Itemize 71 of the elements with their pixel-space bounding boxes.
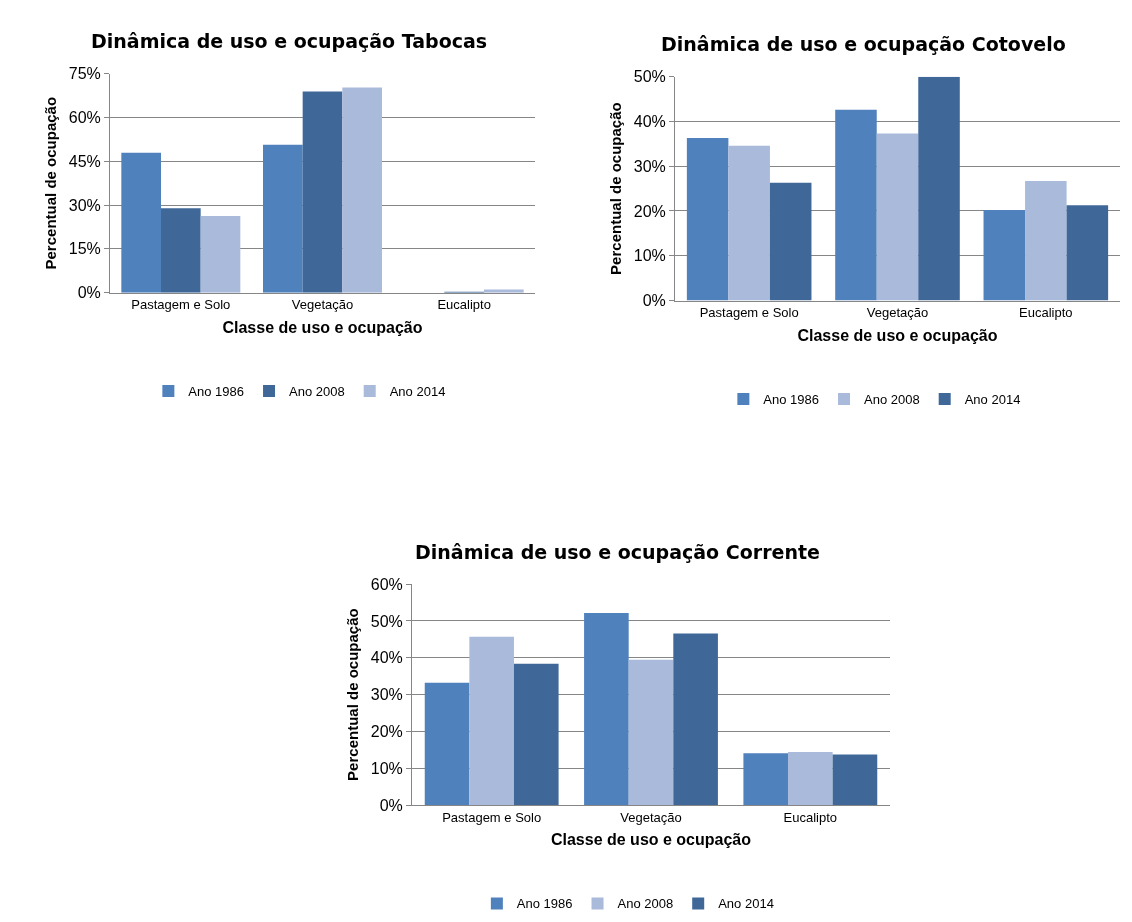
chart-title: Dinâmica de uso e ocupação Cotovelo [661, 33, 1066, 55]
bar [983, 210, 1026, 301]
bar [728, 145, 770, 301]
y-tick-label: 10% [370, 759, 403, 777]
y-tick-label: 0% [379, 796, 403, 814]
x-axis-title: Classe de uso e ocupação [797, 326, 998, 344]
x-tick-label: Eucalipto [437, 297, 491, 313]
y-tick-label: 0% [77, 284, 101, 302]
y-tick-label: 20% [633, 202, 666, 220]
bar [1066, 205, 1109, 301]
y-tick-label: 50% [633, 68, 666, 86]
y-tick-label: 60% [68, 109, 101, 127]
y-tick-label: 50% [370, 612, 403, 630]
legend-label: Ano 2014 [389, 384, 446, 400]
legend-label: Ano 2008 [617, 896, 674, 912]
legend-label: Ano 2014 [718, 896, 774, 912]
legend-label: Ano 2014 [964, 391, 1021, 407]
bar [263, 144, 303, 293]
y-tick-label: 75% [68, 65, 101, 83]
x-tick-label: Pastagem e Solo [699, 305, 799, 321]
bar [584, 612, 629, 806]
chart-title: Dinâmica de uso e ocupação Corrente [415, 541, 820, 563]
chart-title: Dinâmica de uso e ocupação Tabocas [91, 30, 488, 52]
y-axis-title: Percentual de ocupação [607, 102, 625, 275]
bar [673, 633, 718, 806]
bar [200, 215, 241, 293]
x-tick-label: Eucalipto [1019, 305, 1073, 321]
legend-label: Ano 2008 [289, 384, 345, 400]
y-axis-title: Percentual de ocupação [344, 608, 362, 781]
bar [513, 663, 559, 806]
bar [161, 208, 201, 293]
x-axis-title: Classe de uso e ocupação [222, 318, 423, 336]
x-axis-title: Classe de uso e ocupação [550, 831, 752, 849]
y-tick-label: 40% [633, 113, 666, 131]
x-tick-label: Vegetação [291, 297, 354, 313]
bar [832, 754, 878, 806]
legend-label: Ano 1986 [763, 391, 820, 407]
bar [342, 87, 382, 293]
bar [876, 133, 919, 301]
bar [1025, 181, 1067, 301]
y-axis-title: Percentual de ocupação [42, 96, 60, 270]
bar [121, 152, 161, 293]
x-tick-label: Pastagem e Solo [131, 297, 231, 313]
bar [769, 182, 812, 301]
bar [484, 289, 524, 293]
y-tick-label: 30% [370, 686, 403, 704]
bar [424, 682, 470, 806]
legend-label: Ano 1986 [188, 384, 245, 400]
bar [788, 752, 833, 806]
y-tick-label: 40% [370, 649, 403, 667]
bar [469, 636, 514, 806]
bar [835, 109, 877, 301]
y-tick-label: 45% [68, 152, 101, 170]
bar [686, 138, 729, 301]
y-tick-label: 15% [68, 240, 101, 258]
y-tick-label: 0% [642, 292, 666, 310]
y-tick-label: 30% [68, 196, 101, 214]
bar [628, 659, 674, 806]
y-tick-label: 30% [633, 157, 666, 175]
bar [743, 753, 789, 806]
x-tick-label: Pastagem e Solo [442, 809, 542, 825]
x-tick-label: Vegetação [620, 809, 682, 825]
y-tick-label: 20% [370, 723, 403, 741]
legend-label: Ano 2008 [864, 391, 920, 407]
y-tick-label: 10% [633, 247, 666, 265]
x-tick-label: Eucalipto [783, 809, 838, 825]
bar [302, 91, 343, 293]
legend-label: Ano 1986 [516, 896, 573, 912]
bar [918, 76, 960, 301]
x-tick-label: Vegetação [866, 305, 929, 321]
y-tick-label: 60% [370, 575, 403, 593]
